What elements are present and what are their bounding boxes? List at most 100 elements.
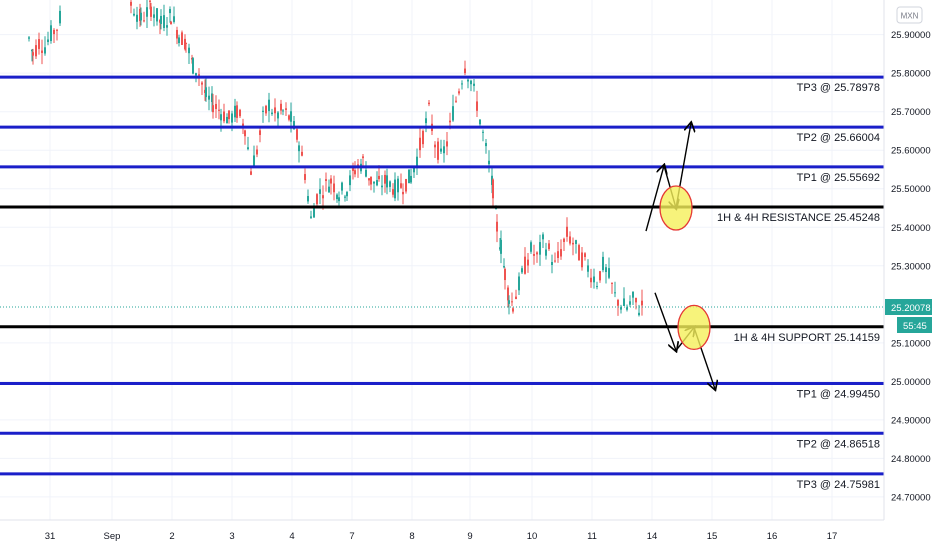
candle-body-172 [563, 238, 565, 242]
candle-body-146 [495, 208, 497, 210]
candle-body-38 [195, 73, 197, 76]
time-axis-panel[interactable] [0, 520, 932, 550]
candle-body-29 [173, 16, 175, 22]
arrow-3[interactable] [654, 292, 676, 351]
currency-badge[interactable] [896, 6, 923, 24]
current-price-tag [885, 299, 932, 315]
price-tick-9: 24.90000 [891, 415, 931, 426]
candle-body-188 [611, 282, 613, 284]
candle-body-16 [140, 12, 142, 21]
candle-body-92 [344, 196, 346, 198]
candle-body-170 [557, 251, 559, 258]
candle-body-22 [156, 8, 158, 22]
level-label-1: TP2 @ 25.66004 [797, 132, 880, 144]
candle-body-34 [185, 42, 187, 45]
candle-body-104 [376, 180, 378, 186]
candle-body-95 [352, 166, 354, 171]
candle-body-35 [188, 47, 190, 54]
candle-body-75 [296, 129, 298, 140]
candle-body-50 [226, 116, 228, 124]
candle-body-61 [256, 149, 258, 155]
candle-body-17 [143, 20, 145, 22]
candle-body-113 [400, 183, 402, 188]
candle-body-155 [512, 308, 514, 312]
candle-body-4 [38, 39, 40, 49]
time-ticks: 31 Sep 2 3 4 7 8 9 10 11 14 15 16 17 [45, 531, 838, 542]
candle-body-114 [402, 191, 404, 195]
candle-body-190 [617, 300, 619, 306]
candle-body-112 [397, 178, 399, 193]
candle-body-175 [572, 242, 574, 245]
candle-body-6 [44, 47, 46, 54]
candle-body-0 [28, 37, 30, 39]
candle-body-81 [313, 208, 315, 218]
candle-body-128 [443, 146, 445, 154]
time-tick-0: 31 [45, 531, 56, 542]
level-label-7: TP3 @ 24.75981 [797, 479, 880, 491]
price-axis-panel[interactable] [884, 0, 932, 550]
candle-body-178 [581, 252, 583, 268]
candle-body-67 [274, 107, 276, 114]
candle-body-45 [212, 105, 214, 113]
candle-body-189 [614, 292, 616, 294]
time-tick-2: 2 [169, 531, 174, 542]
price-tick-4: 25.50000 [891, 184, 931, 195]
candle-body-91 [341, 182, 343, 191]
price-tick-1: 25.80000 [891, 69, 931, 80]
candle-body-63 [262, 110, 264, 112]
candle-body-62 [259, 130, 261, 135]
candle-body-18 [146, 7, 148, 17]
candle-body-8 [50, 25, 52, 42]
candle-body-55 [239, 109, 241, 117]
candle-body-105 [378, 175, 380, 180]
candle-body-125 [434, 144, 436, 148]
candle-body-142 [485, 143, 487, 147]
highlight-marker-6[interactable] [659, 185, 693, 231]
candle-body-24 [160, 15, 162, 24]
candle-body-10 [56, 29, 58, 31]
candle-body-196 [635, 297, 637, 303]
candle-body-78 [304, 174, 306, 180]
candle-body-180 [587, 265, 589, 272]
candle-body-79 [307, 196, 309, 202]
candle-body-181 [590, 277, 592, 283]
candle-body-165 [542, 234, 544, 240]
candle-body-198 [641, 300, 643, 306]
candle-body-42 [205, 87, 207, 98]
candle-body-122 [425, 118, 427, 124]
candle-body-107 [384, 174, 386, 184]
candle-body-171 [560, 249, 562, 257]
candle-body-192 [623, 298, 625, 306]
candle-body-118 [413, 168, 415, 173]
level-label-6: TP2 @ 24.86518 [797, 438, 880, 450]
time-tick-10: 14 [647, 531, 658, 542]
candle-body-74 [293, 121, 295, 130]
time-tick-12: 16 [767, 531, 778, 542]
candle-body-145 [492, 179, 494, 199]
price-tick-3: 25.60000 [891, 146, 931, 157]
candle-body-137 [470, 80, 472, 85]
candle-body-103 [373, 181, 375, 184]
candle-body-119 [416, 156, 418, 167]
candle-body-96 [354, 170, 356, 175]
candle-body-2 [32, 52, 34, 56]
arrow-0[interactable] [645, 166, 664, 232]
candle-body-90 [338, 197, 340, 202]
annotation-layer [645, 123, 715, 389]
highlight-marker-7[interactable] [677, 304, 711, 351]
price-ticks: 25.90000 25.80000 25.70000 25.60000 25.50000… [891, 30, 931, 503]
candle-body-71 [285, 108, 287, 110]
candle-body-191 [620, 307, 622, 310]
candle-body-20 [150, 6, 152, 17]
candle-body-68 [277, 112, 279, 119]
candle-body-131 [452, 106, 454, 121]
price-tick-10: 24.80000 [891, 454, 931, 465]
candle-body-132 [455, 100, 457, 102]
candle-body-139 [476, 101, 478, 111]
candles-layer [28, 0, 643, 317]
candle-body-111 [394, 179, 396, 199]
candle-body-64 [265, 105, 267, 114]
price-tick-0: 25.90000 [891, 30, 931, 41]
candle-body-12 [130, 1, 132, 6]
